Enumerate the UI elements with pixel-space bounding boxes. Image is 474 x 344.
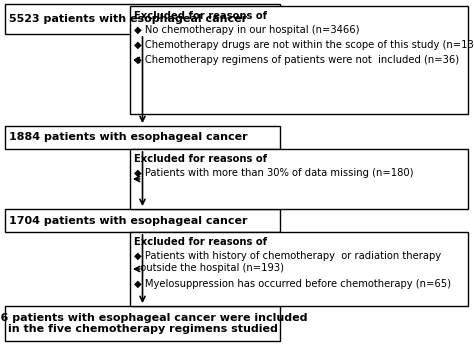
Bar xyxy=(130,149,468,209)
Text: Excluded for reasons of: Excluded for reasons of xyxy=(134,154,267,164)
Bar xyxy=(5,4,280,34)
Text: 1446 patients with esophageal cancer were included
in the five chemotherapy regi: 1446 patients with esophageal cancer wer… xyxy=(0,313,308,334)
Text: 1884 patients with esophageal cancer: 1884 patients with esophageal cancer xyxy=(9,132,247,142)
Bar xyxy=(5,209,280,232)
Bar xyxy=(130,6,468,114)
Bar xyxy=(5,126,280,149)
Bar xyxy=(130,232,468,306)
Text: ◆ Chemotherapy regimens of patients were not  included (n=36): ◆ Chemotherapy regimens of patients were… xyxy=(134,55,459,65)
Text: Excluded for reasons of: Excluded for reasons of xyxy=(134,11,267,21)
Text: 1704 patients with esophageal cancer: 1704 patients with esophageal cancer xyxy=(9,215,247,226)
Text: ◆ Patients with history of chemotherapy  or radiation therapy
  outside the hosp: ◆ Patients with history of chemotherapy … xyxy=(134,251,441,273)
Text: 5523 patients with esophageal cancer: 5523 patients with esophageal cancer xyxy=(9,14,247,24)
Text: Excluded for reasons of: Excluded for reasons of xyxy=(134,237,267,247)
Text: ◆ Chemotherapy drugs are not within the scope of this study (n=137): ◆ Chemotherapy drugs are not within the … xyxy=(134,40,474,50)
Text: ◆ Myelosuppression has occurred before chemotherapy (n=65): ◆ Myelosuppression has occurred before c… xyxy=(134,279,451,289)
Text: ◆ No chemotherapy in our hospital (n=3466): ◆ No chemotherapy in our hospital (n=346… xyxy=(134,25,359,35)
Bar xyxy=(5,306,280,341)
Text: ◆ Patients with more than 30% of data missing (n=180): ◆ Patients with more than 30% of data mi… xyxy=(134,168,413,178)
